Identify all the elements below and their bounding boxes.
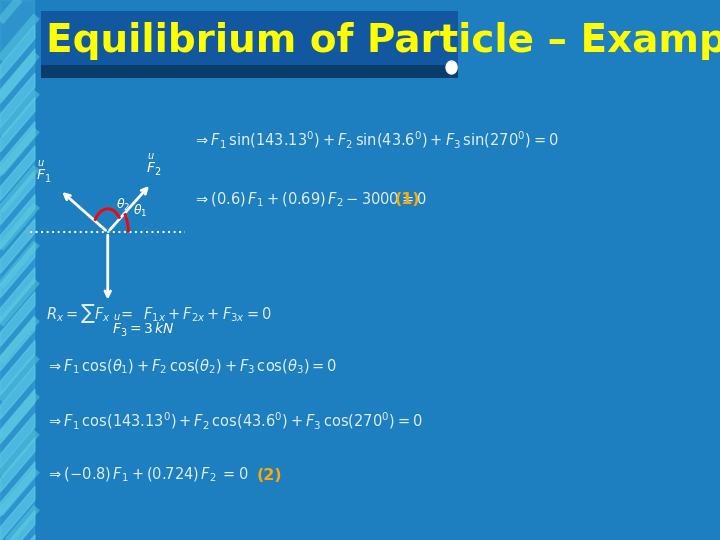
Circle shape <box>446 61 457 74</box>
Text: (2): (2) <box>257 468 282 483</box>
Text: $\Rightarrow (0.6)\,F_1 + (0.69)\,F_2 - 3000 = 0$: $\Rightarrow (0.6)\,F_1 + (0.69)\,F_2 - … <box>192 191 426 209</box>
FancyBboxPatch shape <box>41 65 459 78</box>
FancyBboxPatch shape <box>41 11 459 65</box>
Text: (1): (1) <box>395 192 420 207</box>
Text: $R_x = \sum F_x \;\; = \;\; F_{1x} + F_{2x} + F_{3x} = 0$: $R_x = \sum F_x \;\; = \;\; F_{1x} + F_{… <box>46 302 271 325</box>
Text: $\Rightarrow (-0.8)\,F_1 + (0.724)\,F_2 \;= 0$: $\Rightarrow (-0.8)\,F_1 + (0.724)\,F_2 … <box>46 466 248 484</box>
Text: $\theta_1$: $\theta_1$ <box>133 202 148 219</box>
Text: Equilibrium of Particle – Example-2: Equilibrium of Particle – Example-2 <box>46 22 720 59</box>
Polygon shape <box>0 0 35 540</box>
Text: $\theta_2$: $\theta_2$ <box>116 197 130 213</box>
Text: $\Rightarrow F_1\,\sin(143.13^{0}) + F_2\,\sin(43.6^{0}) + F_3\,\sin(270^{0}) = : $\Rightarrow F_1\,\sin(143.13^{0}) + F_2… <box>192 130 558 151</box>
Text: $\overset{u}{F}_1$: $\overset{u}{F}_1$ <box>35 159 51 185</box>
Text: $\overset{u}{F}_2$: $\overset{u}{F}_2$ <box>146 153 162 178</box>
Text: $\overset{u}{F}_3 = 3\,kN$: $\overset{u}{F}_3 = 3\,kN$ <box>112 313 175 339</box>
Text: $\Rightarrow F_1\,\cos(143.13^{0}) + F_2\,\cos(43.6^{0}) + F_3\,\cos(270^{0}) = : $\Rightarrow F_1\,\cos(143.13^{0}) + F_2… <box>46 410 423 432</box>
Text: $\Rightarrow F_1\,\cos(\theta_1) + F_2\,\cos(\theta_2) + F_3\,\cos(\theta_3) = 0: $\Rightarrow F_1\,\cos(\theta_1) + F_2\,… <box>46 358 337 376</box>
